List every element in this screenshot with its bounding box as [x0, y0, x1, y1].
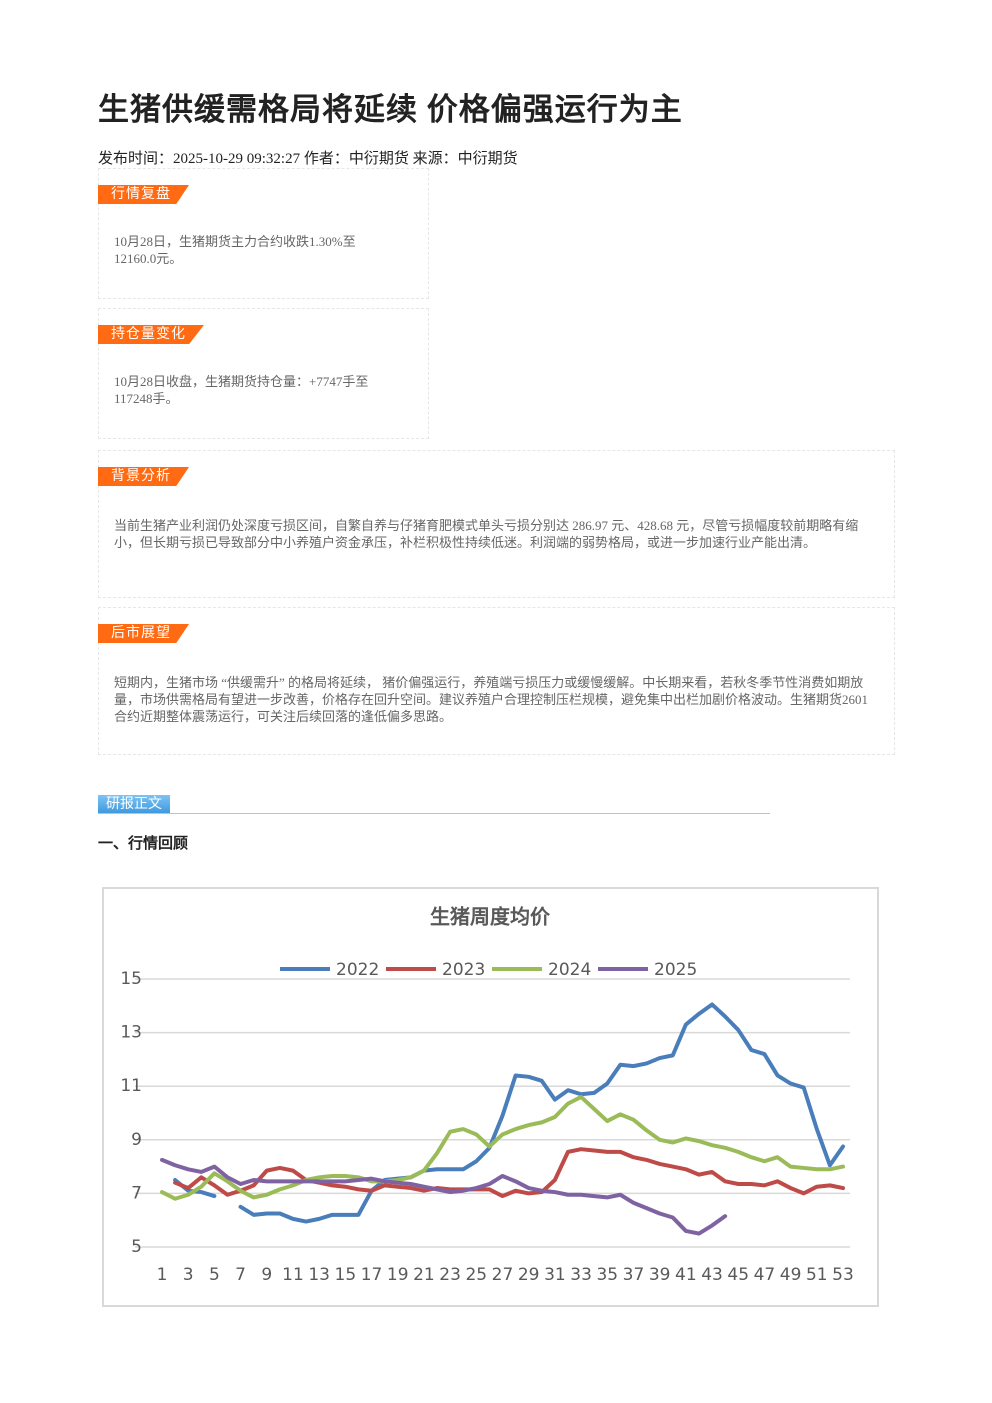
x-tick-label: 13	[308, 1265, 330, 1285]
subheading: 一、行情回顾	[98, 836, 189, 852]
legend-label: 2024	[548, 960, 591, 980]
y-tick-label: 13	[120, 1023, 142, 1043]
y-tick-label: 9	[131, 1130, 142, 1150]
section-tag: 行情复盘	[98, 185, 189, 204]
legend-label: 2023	[442, 960, 485, 980]
x-tick-label: 3	[183, 1265, 194, 1285]
x-tick-label: 39	[649, 1265, 671, 1285]
x-tick-label: 31	[544, 1265, 566, 1285]
y-tick-label: 15	[120, 969, 142, 989]
y-tick-label: 5	[131, 1237, 142, 1257]
x-tick-label: 11	[282, 1265, 304, 1285]
section-tag: 后市展望	[98, 624, 189, 643]
x-tick-label: 41	[675, 1265, 697, 1285]
title: 生猪供缓需格局将延续 价格偏强运行为主	[98, 92, 683, 127]
x-tick-label: 23	[439, 1265, 461, 1285]
divider	[98, 813, 770, 814]
section-body: 10月28日收盘，生猪期货持仓量：+7747手至117248手。	[114, 374, 369, 406]
x-tick-label: 15	[335, 1265, 357, 1285]
meta: 发布时间：2025-10-29 09:32:27 作者：中衍期货 来源：中衍期货	[98, 151, 518, 167]
section-box: 行情复盘 10月28日，生猪期货主力合约收跌1.30%至12160.0元。	[98, 168, 429, 299]
x-tick-label: 33	[570, 1265, 592, 1285]
x-tick-label: 51	[806, 1265, 828, 1285]
series-line	[160, 1094, 845, 1201]
section-tag: 背景分析	[98, 467, 189, 486]
y-tick-label: 11	[120, 1076, 142, 1096]
x-tick-label: 43	[701, 1265, 723, 1285]
x-tick-label: 49	[780, 1265, 802, 1285]
section-body: 短期内，生猪市场 “供缓需升” 的格局将延续， 猪价偏强运行，养殖端亏损压力或缓…	[114, 675, 869, 724]
x-tick-label: 27	[492, 1265, 514, 1285]
chart-frame	[102, 887, 879, 1307]
x-tick-label: 25	[465, 1265, 487, 1285]
section-box: 后市展望 短期内，生猪市场 “供缓需升” 的格局将延续， 猪价偏强运行，养殖端亏…	[98, 607, 895, 755]
chart-title: 生猪周度均价	[430, 905, 551, 929]
section-body: 当前生猪产业利润仍处深度亏损区间，自繁自养与仔猪育肥模式单头亏损分别达 286.…	[114, 518, 859, 550]
x-tick-label: 1	[157, 1265, 168, 1285]
x-tick-label: 29	[518, 1265, 540, 1285]
x-tick-label: 47	[754, 1265, 776, 1285]
x-tick-label: 21	[413, 1265, 435, 1285]
x-tick-label: 9	[261, 1265, 272, 1285]
section-box: 持仓量变化 10月28日收盘，生猪期货持仓量：+7747手至117248手。	[98, 308, 429, 439]
x-tick-label: 7	[235, 1265, 246, 1285]
x-tick-label: 17	[361, 1265, 383, 1285]
series-line	[173, 1147, 845, 1199]
x-tick-label: 53	[832, 1265, 854, 1285]
series-line	[160, 1157, 728, 1236]
x-tick-label: 45	[727, 1265, 749, 1285]
legend-label: 2022	[336, 960, 379, 980]
main-tag: 研报正文	[98, 795, 170, 814]
section-box: 背景分析 当前生猪产业利润仍处深度亏损区间，自繁自养与仔猪育肥模式单头亏损分别达…	[98, 450, 895, 598]
x-tick-label: 35	[596, 1265, 618, 1285]
legend-label: 2025	[654, 960, 697, 980]
section-body: 10月28日，生猪期货主力合约收跌1.30%至12160.0元。	[114, 234, 356, 266]
x-tick-label: 37	[623, 1265, 645, 1285]
x-tick-label: 5	[209, 1265, 220, 1285]
x-tick-label: 19	[387, 1265, 409, 1285]
section-tag: 持仓量变化	[98, 325, 204, 344]
y-tick-label: 7	[131, 1183, 142, 1203]
